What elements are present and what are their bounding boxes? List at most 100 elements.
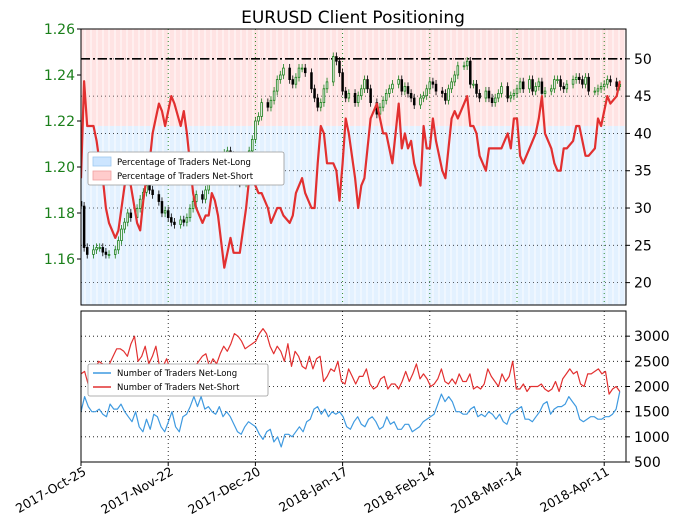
candle-body [148, 184, 151, 191]
net-short-pct-line [81, 80, 621, 269]
legend-label: Number of Traders Net-Short [117, 383, 240, 393]
candle-body [129, 212, 133, 218]
legend-label: Percentage of Traders Net-Long [117, 158, 251, 168]
candle-body [272, 90, 276, 101]
candle-body [518, 81, 522, 90]
candle-body [117, 240, 120, 251]
candle-body [493, 97, 497, 103]
candle-body [422, 95, 425, 99]
candle-body [360, 88, 363, 97]
candle-body [120, 228, 123, 242]
candle-body [294, 76, 298, 85]
candle-body [587, 76, 590, 92]
left-tick-label: 1.16 [44, 252, 75, 268]
candle-body [450, 81, 453, 90]
candle-body [322, 88, 326, 104]
candle-body [490, 97, 494, 103]
candle-body [151, 189, 154, 195]
candle-body [335, 56, 338, 62]
right-tick-label: 50 [634, 52, 652, 68]
candle-body [369, 88, 372, 104]
candle-body [400, 79, 404, 92]
right-tick-label: 30 [634, 201, 652, 217]
candle-body [366, 79, 369, 90]
candle-body [609, 79, 612, 83]
candle-body [403, 86, 407, 92]
candle-body [456, 65, 460, 76]
right-tick-label: 3000 [634, 329, 670, 345]
candle-body [534, 86, 537, 92]
chart-title: EURUSD Client Positioning [241, 8, 465, 28]
candle-body [107, 253, 111, 256]
candle-body [303, 67, 307, 74]
candle-body [123, 221, 126, 230]
left-tick-label: 1.20 [44, 160, 75, 176]
candle-body [194, 194, 198, 202]
x-tick-label: 2018-Jan-17 [276, 464, 350, 515]
candle-body [431, 81, 435, 85]
candle-body [425, 88, 428, 97]
candle-body [188, 207, 192, 218]
right-tick-label: 2000 [634, 380, 670, 396]
candle-body [82, 205, 86, 248]
candle-body [254, 120, 257, 140]
candle-body [462, 65, 466, 68]
candle-body [596, 88, 600, 92]
x-tick-label: 2017-Oct-25 [13, 464, 89, 516]
candle-body [553, 79, 556, 90]
candle-body [537, 81, 541, 87]
x-tick-label: 2017-Nov-22 [98, 464, 175, 517]
candle-body [191, 201, 195, 209]
candle-body [319, 102, 323, 108]
right-tick-label: 20 [634, 276, 652, 292]
right-tick-label: 2500 [634, 354, 670, 370]
legend-label: Percentage of Traders Net-Short [117, 172, 254, 182]
candle-body [444, 93, 447, 101]
legend-swatch [92, 156, 112, 167]
candle-body [406, 86, 410, 94]
candle-body [540, 81, 544, 94]
candle-body [104, 251, 108, 255]
price-candles [81, 52, 622, 259]
candle-body [391, 83, 394, 90]
candle-body [316, 97, 319, 108]
bottom-legend: Number of Traders Net-Long Number of Trad… [87, 363, 269, 397]
x-tick-label: 2018-Apr-11 [537, 464, 611, 516]
x-axis: 2017-Oct-25 2017-Nov-22 2017-Dec-20 2018-Ja… [13, 462, 612, 517]
candle-body [484, 90, 488, 99]
legend-swatch [92, 170, 112, 181]
legend-box [87, 363, 269, 397]
candle-body [528, 79, 531, 90]
candle-body [453, 74, 456, 83]
candle-body [138, 198, 142, 209]
candle-body [384, 93, 388, 101]
candle-body [599, 86, 603, 90]
candle-body [565, 83, 569, 90]
candle-body [92, 249, 95, 255]
right-tick-label: 1000 [634, 430, 670, 446]
legend-box [87, 151, 285, 186]
candle-body [556, 79, 559, 81]
bottom-panel-frame [80, 310, 627, 463]
left-tick-label: 1.24 [44, 68, 75, 84]
candle-body [347, 93, 351, 99]
candle-body [559, 79, 562, 87]
candle-body [166, 210, 170, 218]
candle-body [332, 56, 335, 83]
top-panel: 1.16 1.18 1.20 1.22 1.24 1.26 20 25 30 35 40 45 50 Pe… [44, 22, 652, 306]
candle-body [266, 102, 270, 108]
candle-body [179, 219, 182, 225]
top-legend: Percentage of Traders Net-Long Percentage… [87, 151, 285, 186]
candle-body [341, 72, 344, 92]
candle-body [550, 88, 553, 92]
candle-body [381, 99, 385, 108]
candle-body [257, 116, 260, 122]
candle-body [313, 88, 316, 99]
candle-body [297, 67, 301, 78]
candle-body [363, 79, 366, 90]
candle-body [512, 93, 516, 97]
candle-body [126, 212, 129, 223]
candle-body [251, 138, 254, 152]
candle-body [204, 189, 207, 200]
